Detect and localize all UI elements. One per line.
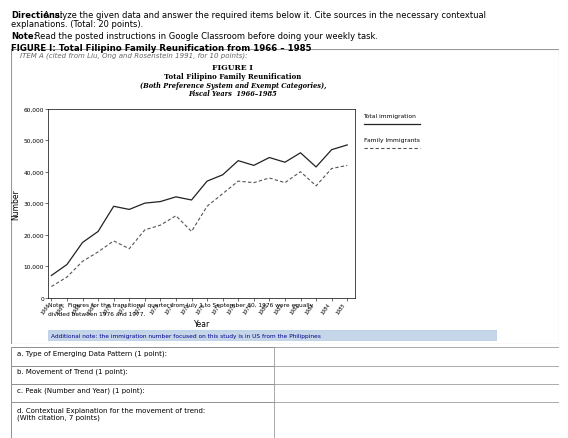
- Text: divided between 1976 and 1977.: divided between 1976 and 1977.: [48, 311, 145, 316]
- Text: c. Peak (Number and Year) (1 point):: c. Peak (Number and Year) (1 point):: [17, 386, 145, 393]
- Text: Note:  Figures for the transitional quarter from July 1 to September 30, 1976 we: Note: Figures for the transitional quart…: [48, 302, 314, 307]
- Text: Fiscal Years  1966–1985: Fiscal Years 1966–1985: [189, 90, 277, 98]
- Y-axis label: Number: Number: [12, 188, 20, 219]
- Text: ITEM A (cited from Liu, Ong and Rosenstein 1991, for 10 points):: ITEM A (cited from Liu, Ong and Rosenste…: [20, 53, 248, 59]
- Text: Total immigration: Total immigration: [364, 114, 416, 119]
- Text: Additional note: the immigration number focused on this study is in US from the : Additional note: the immigration number …: [51, 334, 320, 339]
- Text: b. Movement of Trend (1 point):: b. Movement of Trend (1 point):: [17, 368, 128, 374]
- Text: Read the posted instructions in Google Classroom before doing your weekly task.: Read the posted instructions in Google C…: [32, 32, 378, 41]
- Text: (Both Preference System and Exempt Categories),: (Both Preference System and Exempt Categ…: [140, 82, 326, 90]
- Text: a. Type of Emerging Data Pattern (1 point):: a. Type of Emerging Data Pattern (1 poin…: [17, 350, 167, 356]
- Text: FIGURE I: FIGURE I: [212, 64, 253, 71]
- Bar: [11, 347, 274, 366]
- Text: Family Immigrants: Family Immigrants: [364, 138, 419, 143]
- Bar: [11, 366, 274, 384]
- Bar: [11, 384, 274, 403]
- Bar: [11, 403, 274, 438]
- Text: Analyze the given data and answer the required items below it. Cite sources in t: Analyze the given data and answer the re…: [41, 11, 486, 20]
- Text: Note:: Note:: [11, 32, 37, 41]
- Text: FIGURE I: Total Filipino Family Reunification from 1966 – 1985: FIGURE I: Total Filipino Family Reunific…: [11, 44, 312, 53]
- Text: Total Filipino Family Reunification: Total Filipino Family Reunification: [164, 73, 302, 81]
- Text: Directions:: Directions:: [11, 11, 64, 20]
- Text: explanations. (Total: 20 points).: explanations. (Total: 20 points).: [11, 20, 144, 29]
- Text: d. Contextual Explanation for the movement of trend:
(With citation, 7 points): d. Contextual Explanation for the moveme…: [17, 407, 205, 420]
- X-axis label: Year: Year: [194, 319, 210, 328]
